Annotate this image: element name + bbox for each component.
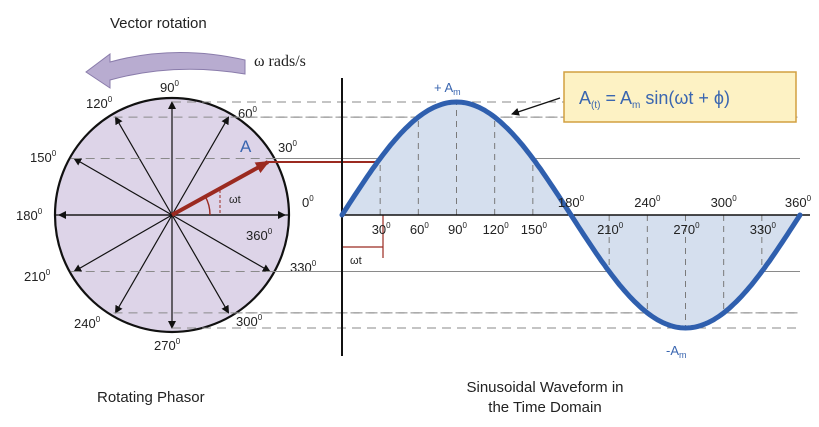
angle-label-240: 2400 — [74, 315, 101, 331]
phasor-spokes — [55, 101, 289, 329]
spoke-60 — [171, 116, 230, 216]
angle-label-0: 00 — [302, 194, 314, 210]
wave-label-180: 1800 — [558, 194, 585, 210]
angle-label-120: 1200 — [86, 95, 113, 111]
angle-label-270: 2700 — [154, 337, 181, 353]
angle-label-30: 300 — [278, 139, 297, 155]
wave-label-240: 2400 — [634, 194, 661, 210]
caption-waveform-line2: the Time Domain — [488, 399, 601, 416]
angle-label-360: 3600 — [246, 227, 273, 243]
phasor-letter-a: A — [240, 137, 252, 156]
waveform-vertical-grid — [379, 102, 763, 328]
wave-label-210: 2100 — [597, 221, 624, 237]
wave-label-30: 300 — [372, 221, 391, 237]
spoke-210 — [73, 214, 173, 273]
wave-label-300: 3000 — [711, 194, 738, 210]
angle-label-60: 600 — [238, 105, 257, 121]
spoke-150 — [73, 157, 173, 216]
spoke-330 — [171, 214, 271, 273]
wave-label-90: 900 — [448, 221, 467, 237]
omega-t-wave-label: ωt — [350, 255, 362, 267]
formula-pointer-arrow — [511, 97, 561, 116]
spoke-300 — [171, 214, 230, 314]
omega-t-arc — [204, 195, 211, 216]
peak-positive-label: + Am — [434, 80, 461, 97]
caption-waveform-line1: Sinusoidal Waveform in — [466, 379, 623, 396]
rotation-arrow-icon — [85, 52, 246, 89]
wave-label-330: 3300 — [750, 221, 777, 237]
angle-label-90: 900 — [160, 79, 179, 95]
caption-rotating-phasor: Rotating Phasor — [97, 389, 205, 406]
angle-label-180: 1800 — [16, 207, 43, 223]
wave-label-60: 600 — [410, 221, 429, 237]
angle-label-330: 3300 — [290, 259, 317, 275]
angle-label-150: 1500 — [30, 149, 57, 165]
vector-rotation-label: Vector rotation — [110, 15, 207, 32]
spoke-120 — [114, 116, 173, 216]
wave-label-150: 1500 — [521, 221, 548, 237]
formula-text: A(t) = Am sin(ωt + ϕ) — [579, 88, 730, 111]
wave-label-120: 1200 — [483, 221, 510, 237]
peak-negative-label: -Am — [666, 343, 687, 360]
phasor-vector — [171, 160, 270, 217]
wave-label-270: 2700 — [673, 221, 700, 237]
omega-t-circle-label: ωt — [229, 194, 241, 206]
sine-waveform — [339, 99, 803, 331]
formula-box — [563, 71, 797, 123]
omega-rads-label: ω rads/s — [254, 53, 306, 70]
spoke-240 — [114, 214, 173, 314]
waveform-angle-labels: 300 600 900 1200 1500 2100 2700 3300 1800 2400 300… — [372, 194, 812, 237]
angle-label-300: 3000 — [236, 313, 263, 329]
wave-label-360: 3600 — [785, 194, 812, 210]
angle-label-210: 2100 — [24, 268, 51, 284]
